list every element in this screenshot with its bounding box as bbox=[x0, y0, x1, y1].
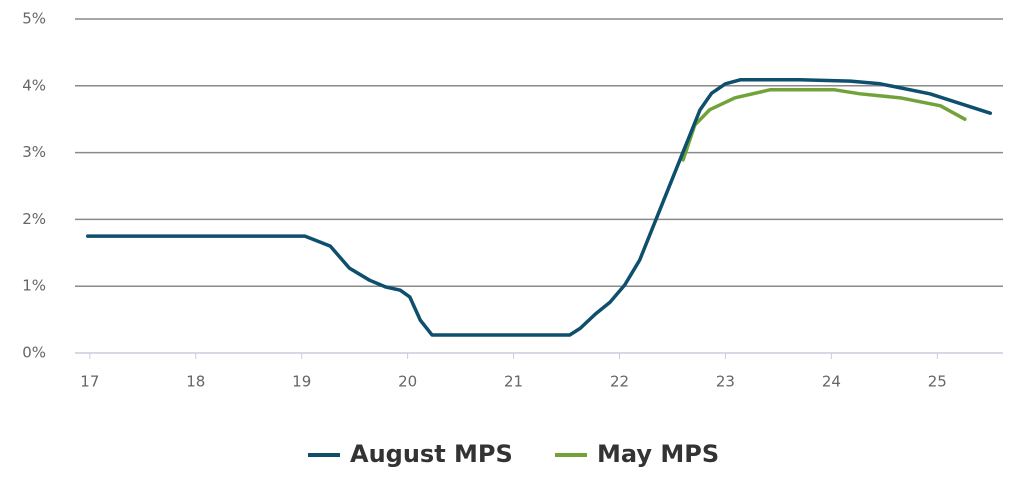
x-tick-label: 17 bbox=[80, 373, 99, 391]
y-tick-label: 0% bbox=[22, 344, 46, 362]
x-tick-label: 20 bbox=[398, 373, 417, 391]
y-tick-label: 5% bbox=[22, 10, 46, 28]
line bbox=[681, 88, 967, 162]
x-tick-label: 19 bbox=[292, 373, 311, 391]
x-tick-label: 25 bbox=[928, 373, 947, 391]
x-tick-label: 22 bbox=[610, 373, 629, 391]
y-tick-label: 4% bbox=[22, 76, 46, 94]
x-tick-label: 18 bbox=[186, 373, 205, 391]
y-tick-label: 3% bbox=[22, 143, 46, 161]
y-tick-label: 2% bbox=[22, 210, 46, 228]
x-tick-label: 23 bbox=[716, 373, 735, 391]
y-tick-label: 1% bbox=[22, 277, 46, 295]
x-tick-label: 24 bbox=[822, 373, 841, 391]
x-tick-label: 21 bbox=[504, 373, 523, 391]
legend-label: May MPS bbox=[597, 440, 719, 468]
line bbox=[85, 78, 993, 337]
legend-label: August MPS bbox=[350, 440, 513, 468]
